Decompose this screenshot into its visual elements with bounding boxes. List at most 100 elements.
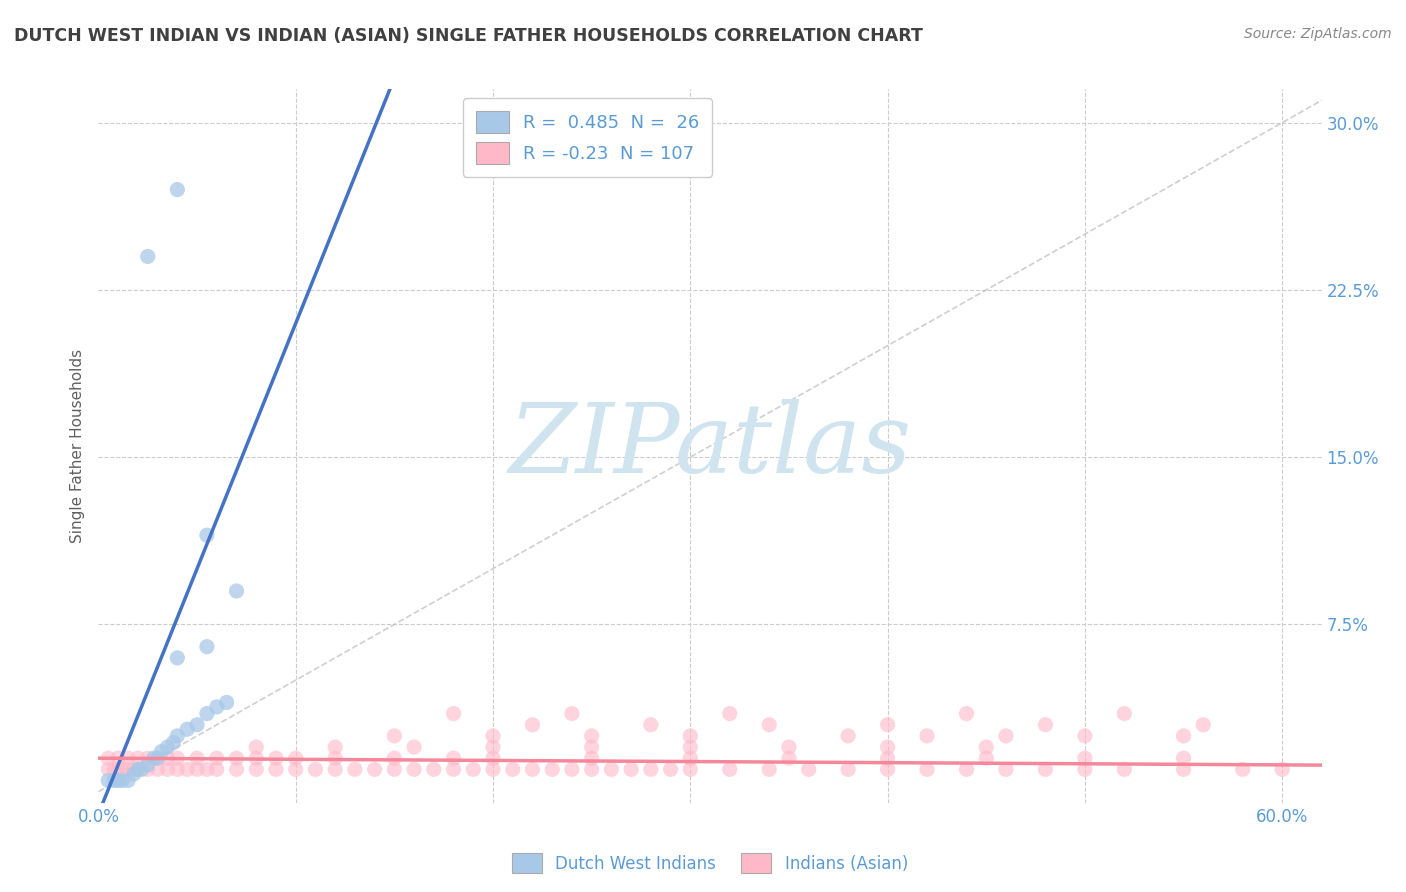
Point (284, 751, 307, 765)
Point (245, 751, 267, 765)
Point (778, 740, 800, 755)
Point (1035, 762, 1057, 776)
Point (482, 762, 505, 776)
Point (482, 751, 505, 765)
Point (423, 762, 446, 776)
Point (186, 751, 208, 765)
Point (522, 762, 544, 776)
Point (97, 773, 120, 788)
Point (176, 762, 198, 776)
Point (482, 729, 505, 743)
Point (876, 762, 898, 776)
Point (1173, 762, 1195, 776)
Point (166, 729, 188, 743)
Point (837, 729, 859, 743)
Point (103, 773, 125, 788)
Point (225, 751, 247, 765)
Point (915, 762, 938, 776)
Point (718, 762, 741, 776)
Point (1035, 717, 1057, 731)
Point (117, 773, 139, 788)
Point (205, 751, 228, 765)
Point (522, 717, 544, 731)
Point (323, 751, 346, 765)
Point (382, 729, 405, 743)
Point (162, 735, 184, 749)
Point (974, 740, 997, 755)
Point (463, 762, 485, 776)
Point (679, 729, 702, 743)
Point (323, 762, 346, 776)
Point (659, 762, 682, 776)
Point (994, 762, 1017, 776)
Point (131, 762, 153, 776)
Point (127, 762, 149, 776)
Point (443, 751, 465, 765)
Point (225, 583, 247, 598)
Point (600, 762, 623, 776)
Point (117, 762, 139, 776)
Point (679, 751, 702, 765)
Point (166, 762, 188, 776)
Point (443, 762, 465, 776)
Point (111, 773, 134, 788)
Point (343, 762, 366, 776)
Point (195, 640, 218, 654)
Point (994, 729, 1017, 743)
Point (150, 744, 173, 758)
Point (205, 699, 228, 714)
Point (1192, 717, 1215, 731)
Point (122, 762, 145, 776)
Point (166, 651, 188, 665)
Point (363, 762, 385, 776)
Point (103, 762, 125, 776)
Point (581, 729, 603, 743)
Point (876, 717, 898, 731)
Point (482, 740, 505, 755)
Text: DUTCH WEST INDIAN VS INDIAN (ASIAN) SINGLE FATHER HOUSEHOLDS CORRELATION CHART: DUTCH WEST INDIAN VS INDIAN (ASIAN) SING… (14, 27, 922, 45)
Point (117, 751, 139, 765)
Point (195, 706, 218, 721)
Point (778, 751, 800, 765)
Point (876, 740, 898, 755)
Point (1074, 751, 1097, 765)
Point (1074, 762, 1097, 776)
Point (166, 182, 188, 196)
Point (156, 751, 179, 765)
Point (195, 762, 218, 776)
Point (620, 762, 643, 776)
Point (146, 751, 169, 765)
Point (127, 762, 149, 776)
Point (581, 762, 603, 776)
Point (97, 762, 120, 776)
Point (718, 706, 741, 721)
Point (1173, 751, 1195, 765)
Legend: Dutch West Indians, Indians (Asian): Dutch West Indians, Indians (Asian) (505, 847, 915, 880)
Point (107, 762, 129, 776)
Point (225, 762, 247, 776)
Point (264, 751, 287, 765)
Point (955, 762, 977, 776)
Point (955, 706, 977, 721)
Point (758, 762, 780, 776)
Point (797, 762, 820, 776)
Point (541, 762, 564, 776)
Point (1173, 729, 1195, 743)
Point (205, 762, 228, 776)
Point (136, 250, 159, 264)
Point (382, 751, 405, 765)
Point (837, 762, 859, 776)
Point (758, 717, 780, 731)
Point (915, 729, 938, 743)
Point (136, 757, 159, 772)
Point (561, 706, 583, 721)
Point (107, 751, 129, 765)
Y-axis label: Single Father Households: Single Father Households (70, 349, 86, 543)
Point (581, 740, 603, 755)
Point (166, 751, 188, 765)
Point (561, 762, 583, 776)
Point (640, 717, 662, 731)
Point (323, 740, 346, 755)
Point (1114, 706, 1136, 721)
Point (136, 762, 159, 776)
